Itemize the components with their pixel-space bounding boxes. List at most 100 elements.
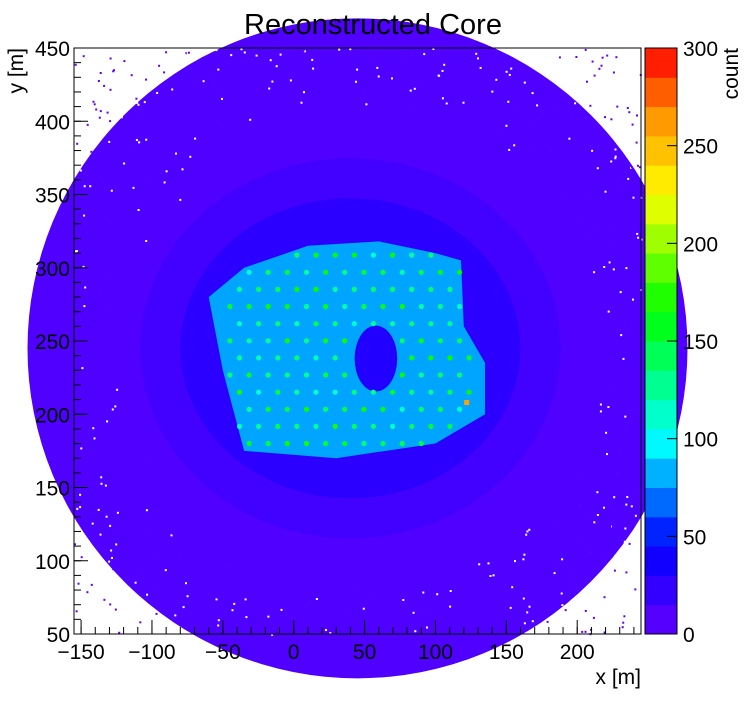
count-bin: [83, 57, 86, 60]
count-bin: [176, 628, 179, 630]
count-bin: [509, 606, 512, 609]
count-bin: [623, 540, 626, 543]
count-bin: [75, 610, 78, 613]
count-bin: [525, 603, 528, 606]
count-bin: [103, 215, 106, 218]
count-bin: [233, 602, 236, 605]
z-tick-label: 100: [683, 429, 718, 452]
detector-dot: [303, 372, 310, 378]
count-bin: [82, 55, 85, 58]
detector-dot: [246, 440, 252, 447]
count-bin: [119, 621, 122, 623]
count-bin: [179, 198, 182, 201]
count-bin: [79, 493, 82, 496]
count-bin: [611, 390, 614, 393]
count-bin: [607, 128, 610, 131]
count-bin: [300, 101, 303, 104]
count-bin: [422, 591, 425, 594]
count-bin: [597, 521, 599, 524]
count-bin: [158, 510, 161, 513]
count-bin: [249, 118, 252, 121]
detector-dot: [409, 252, 415, 258]
count-bin: [221, 97, 223, 100]
detector-dot: [323, 269, 329, 275]
detector-dot: [409, 389, 415, 395]
count-bin: [109, 603, 112, 606]
count-bin: [91, 522, 94, 525]
count-bin: [612, 56, 615, 59]
count-bin: [96, 624, 98, 627]
count-bin: [572, 572, 575, 575]
detector-dot: [437, 269, 443, 275]
count-bin: [638, 166, 641, 169]
count-bin: [164, 569, 167, 572]
detector-dot: [457, 303, 463, 310]
detector-dot: [332, 389, 338, 395]
count-bin: [99, 72, 102, 74]
count-bin: [399, 57, 402, 59]
detector-dot: [303, 406, 310, 412]
count-bin: [436, 593, 439, 596]
detector-dot: [275, 423, 281, 429]
count-bin: [134, 59, 137, 62]
count-bin: [136, 529, 139, 531]
count-bin: [606, 453, 608, 456]
count-bin: [628, 111, 631, 114]
count-bin: [597, 626, 600, 629]
count-bin: [507, 100, 510, 103]
count-bin: [604, 552, 607, 555]
count-bin: [636, 232, 639, 235]
count-bin: [131, 148, 134, 151]
count-bin: [626, 496, 629, 498]
colorbar-step: [645, 399, 677, 430]
count-bin: [432, 48, 435, 50]
count-bin: [106, 614, 109, 617]
count-bin: [187, 51, 190, 54]
count-bin: [208, 626, 211, 629]
count-bin: [550, 618, 553, 621]
count-bin: [110, 189, 113, 192]
count-bin: [522, 558, 525, 561]
detector-dot: [370, 389, 376, 395]
count-bin: [614, 554, 617, 557]
count-bin: [302, 49, 305, 52]
count-bin: [364, 598, 367, 601]
count-bin: [590, 552, 593, 554]
count-bin: [275, 52, 278, 55]
detector-dot: [361, 269, 367, 275]
count-bin: [592, 616, 595, 619]
count-bin: [111, 408, 114, 411]
count-bin: [568, 586, 571, 589]
count-bin: [155, 88, 158, 91]
count-bin: [576, 588, 579, 591]
detector-dot: [294, 389, 300, 395]
count-bin: [622, 357, 625, 360]
detector-dot: [227, 372, 233, 378]
detector-dot: [342, 338, 348, 344]
count-bin: [163, 71, 166, 74]
detector-dot: [313, 252, 319, 258]
count-bin: [374, 107, 377, 110]
count-bin: [617, 611, 620, 614]
detector-dot: [437, 338, 443, 344]
count-bin: [462, 101, 465, 104]
count-bin: [616, 105, 619, 108]
count-bin: [492, 574, 495, 577]
count-bin: [138, 118, 141, 120]
count-bin: [135, 136, 138, 138]
count-bin: [160, 119, 163, 122]
count-bin: [595, 106, 598, 108]
count-bin: [114, 84, 116, 87]
count-bin: [531, 588, 534, 591]
count-bin: [74, 63, 77, 66]
count-bin: [93, 437, 96, 440]
count-bin: [152, 587, 155, 590]
count-bin: [181, 168, 184, 171]
count-bin: [505, 70, 508, 73]
detector-dot: [418, 372, 424, 378]
count-bin: [123, 60, 126, 63]
count-bin: [161, 572, 164, 575]
count-bin: [404, 78, 407, 81]
count-bin: [240, 48, 243, 51]
detector-dot: [380, 440, 386, 447]
